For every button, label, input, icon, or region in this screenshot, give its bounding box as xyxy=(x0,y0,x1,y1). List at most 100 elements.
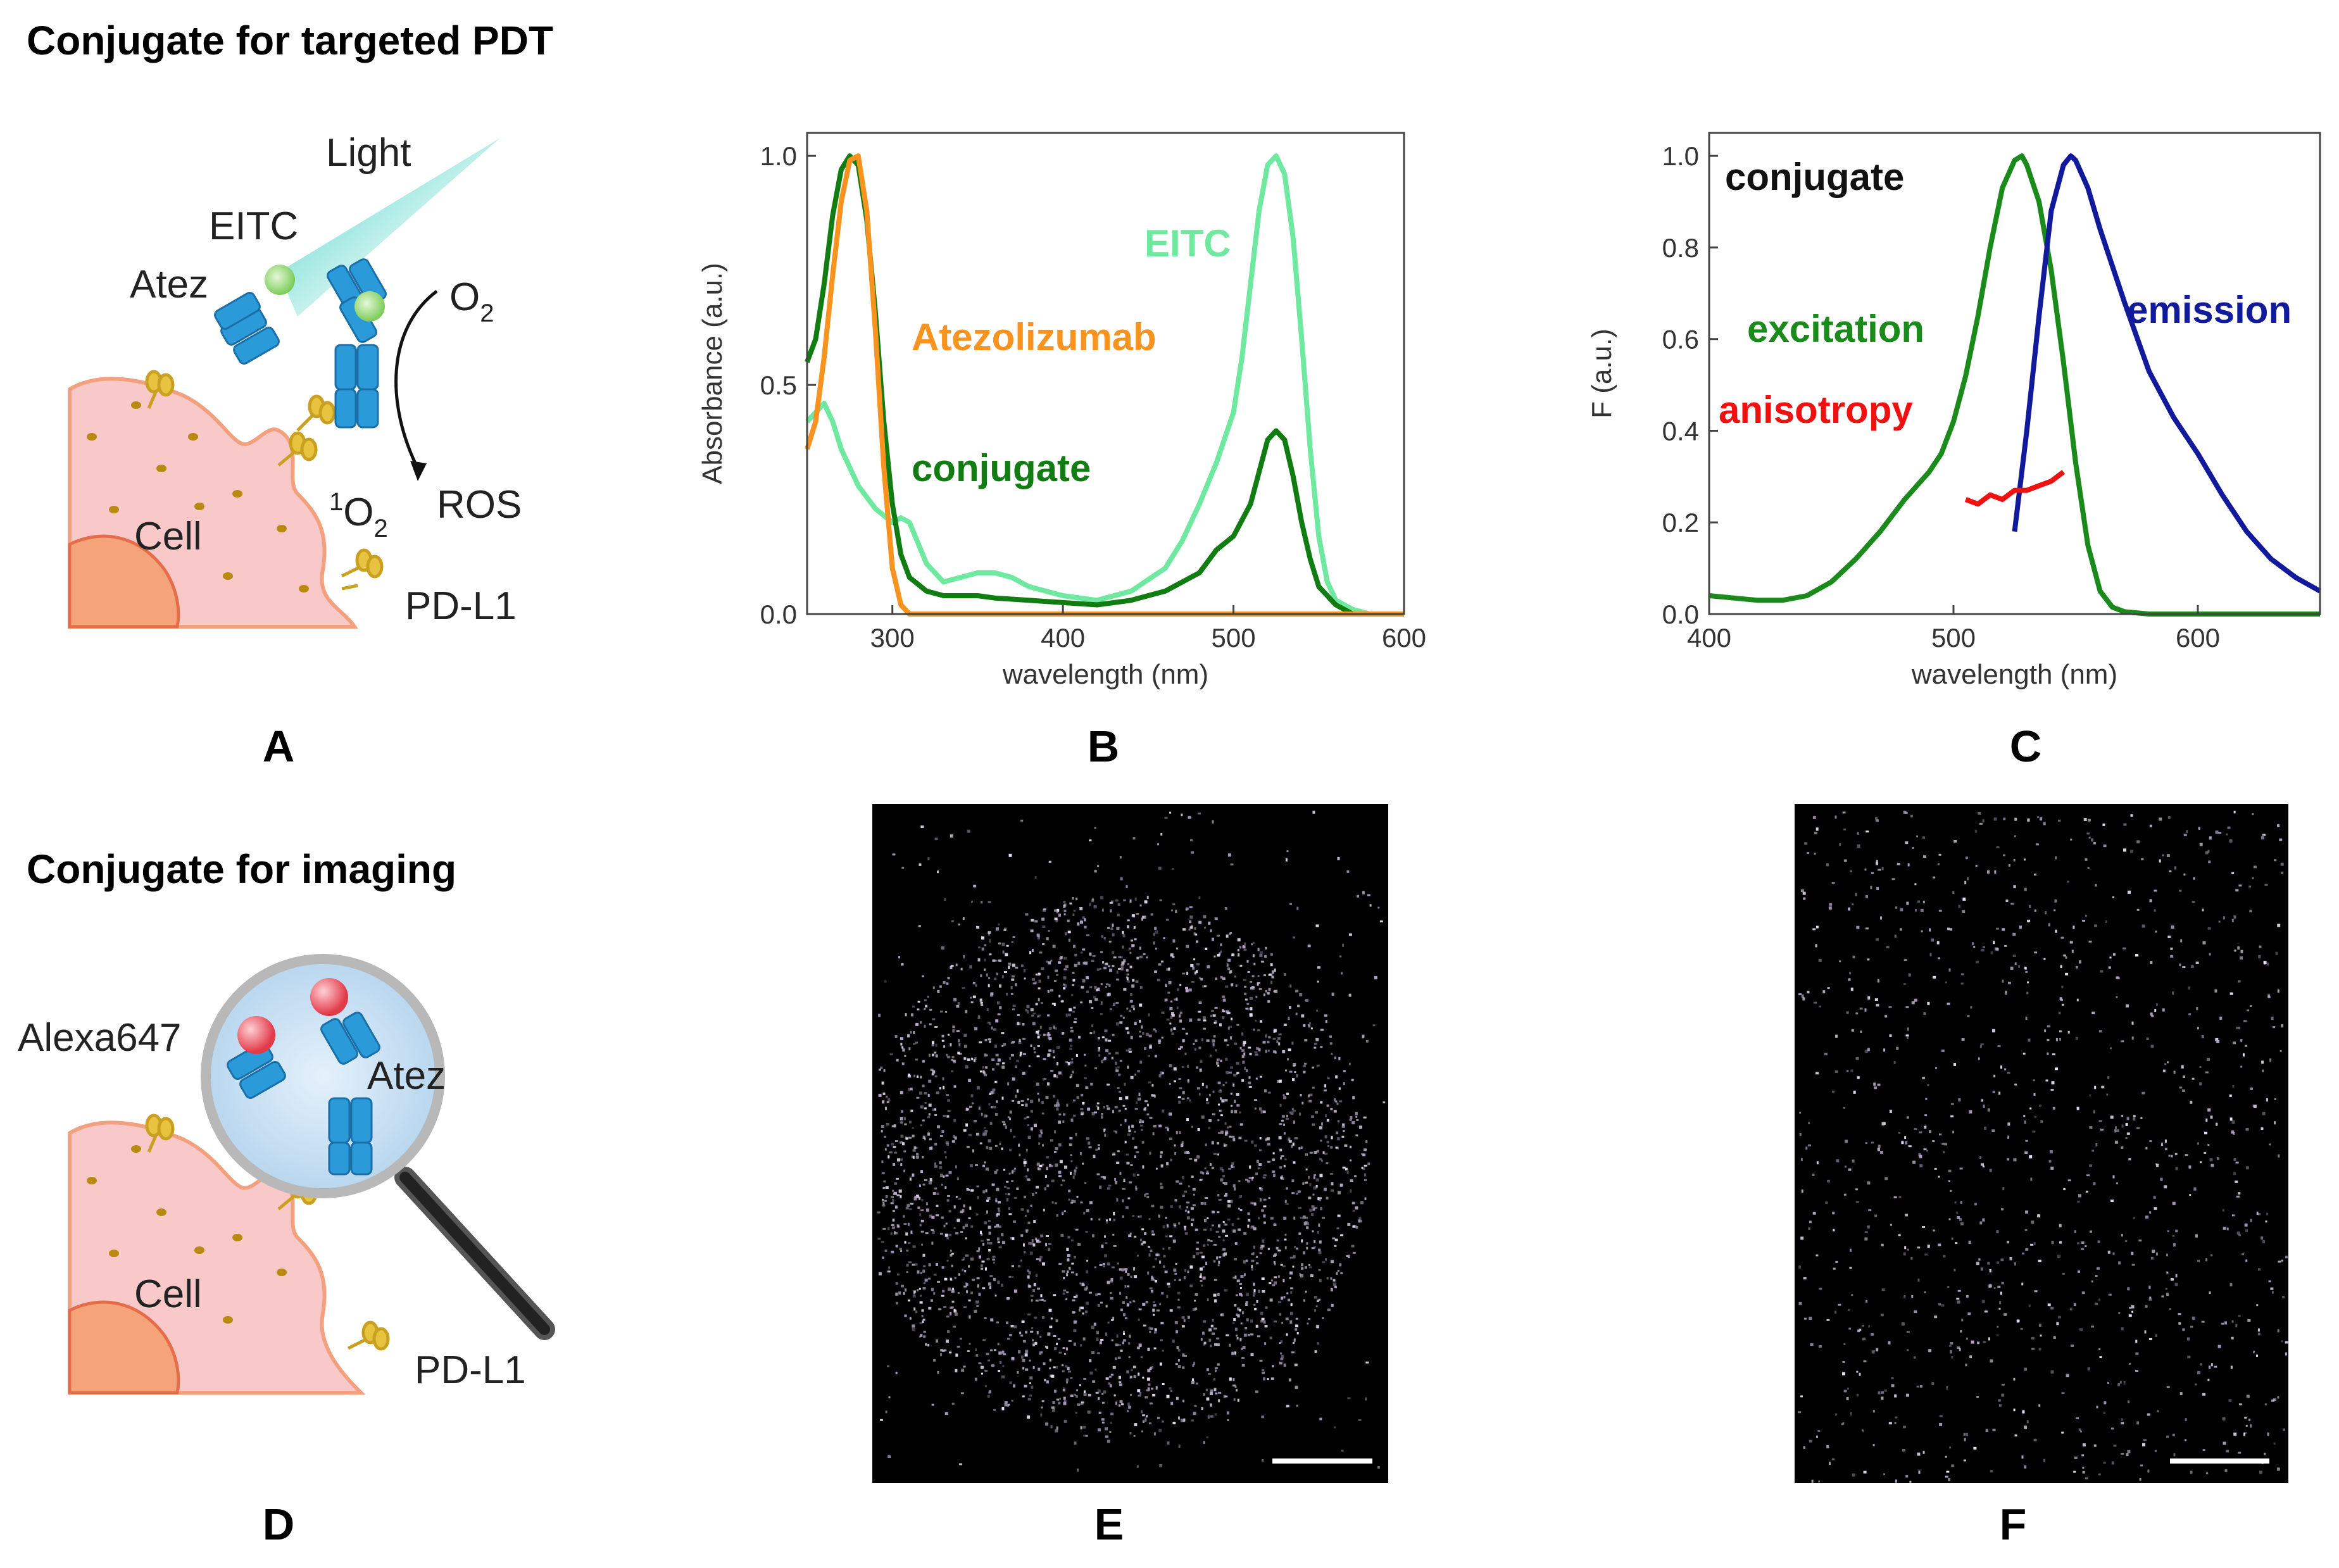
localization-point xyxy=(980,1001,983,1004)
y-axis-label: Absorbance (a.u.) xyxy=(697,263,728,484)
localization-point xyxy=(1177,1298,1180,1301)
localization-point xyxy=(2275,951,2278,955)
localization-point xyxy=(1950,928,1953,931)
localization-point xyxy=(1922,1076,1926,1079)
localization-point xyxy=(1936,941,1940,944)
localization-point xyxy=(1316,1150,1319,1153)
localization-point xyxy=(1060,1233,1064,1237)
localization-point xyxy=(1054,1389,1057,1393)
localization-point xyxy=(1975,865,1978,867)
localization-point xyxy=(1274,1262,1276,1265)
localization-point xyxy=(2216,1040,2220,1043)
localization-point xyxy=(1346,1171,1349,1174)
localization-point xyxy=(2147,1469,2150,1473)
localization-point xyxy=(1364,1197,1367,1200)
localization-point xyxy=(1280,1176,1282,1179)
localization-point xyxy=(2215,1038,2219,1041)
localization-point xyxy=(1295,1193,1298,1195)
localization-point xyxy=(1273,1029,1276,1033)
localization-point xyxy=(1898,1196,1902,1198)
localization-point xyxy=(1286,1333,1288,1336)
localization-point xyxy=(1151,1230,1154,1233)
x-tick-label: 600 xyxy=(2176,623,2220,653)
localization-point xyxy=(924,1101,927,1104)
localization-point xyxy=(1895,1416,1898,1419)
localization-point xyxy=(1265,1050,1267,1053)
localization-point xyxy=(1973,1446,1977,1450)
localization-point xyxy=(2070,838,2072,841)
localization-point xyxy=(1881,1288,1885,1291)
localization-point xyxy=(1122,1341,1124,1345)
localization-point xyxy=(1358,1219,1360,1223)
localization-point xyxy=(1080,1001,1083,1004)
localization-point xyxy=(1927,1084,1929,1086)
localization-point xyxy=(971,900,974,903)
localization-point xyxy=(951,1300,955,1303)
localization-point xyxy=(1194,971,1196,975)
localization-point xyxy=(1041,1112,1044,1115)
localization-point xyxy=(1105,1333,1107,1336)
localization-point xyxy=(1116,1334,1119,1338)
localization-point xyxy=(995,1198,998,1201)
localization-point xyxy=(1090,1217,1093,1220)
localization-point xyxy=(984,1039,988,1042)
localization-point xyxy=(2002,928,2005,931)
localization-point xyxy=(1213,1153,1217,1155)
localization-point xyxy=(1113,1152,1115,1155)
localization-point xyxy=(1815,1072,1819,1075)
localization-point xyxy=(1994,870,1997,874)
localization-point xyxy=(945,1010,948,1013)
localization-point xyxy=(1024,1353,1028,1357)
localization-point xyxy=(1117,1357,1121,1359)
localization-point xyxy=(1119,1400,1123,1403)
localization-point xyxy=(1883,1048,1886,1052)
localization-point xyxy=(1899,928,1902,931)
localization-point xyxy=(2149,824,2152,827)
localization-point xyxy=(1970,1006,1972,1009)
localization-point xyxy=(2002,979,2004,983)
localization-point xyxy=(1334,1245,1337,1247)
localization-point xyxy=(1134,1423,1138,1427)
localization-point xyxy=(1310,1274,1314,1277)
localization-point xyxy=(2279,838,2283,841)
localization-point xyxy=(1829,1462,1831,1465)
localization-point xyxy=(2004,945,2007,947)
localization-point xyxy=(1176,1396,1179,1400)
localization-point xyxy=(2072,925,2075,929)
localization-point xyxy=(912,1328,915,1331)
localization-point xyxy=(1294,1364,1298,1367)
localization-point xyxy=(1255,1019,1257,1022)
localization-point xyxy=(1330,1146,1333,1149)
localization-point xyxy=(1211,1141,1214,1145)
localization-point xyxy=(2031,1348,2035,1350)
localization-point xyxy=(932,1230,935,1234)
localization-point xyxy=(968,1217,971,1220)
localization-point xyxy=(991,1105,993,1108)
localization-point xyxy=(1027,1124,1029,1126)
localization-point xyxy=(1163,1255,1166,1258)
localization-point xyxy=(1864,1050,1868,1053)
localization-point xyxy=(1202,1016,1206,1020)
localization-point xyxy=(1234,1110,1238,1113)
localization-point xyxy=(965,1254,969,1257)
localization-point xyxy=(1080,1426,1082,1430)
localization-point xyxy=(1056,1214,1058,1217)
localization-point xyxy=(2192,1077,2195,1080)
localization-point xyxy=(963,1057,967,1060)
localization-point xyxy=(955,1232,959,1235)
localization-point xyxy=(1120,963,1124,967)
localization-point xyxy=(1239,1293,1242,1296)
localization-point xyxy=(1189,1284,1193,1288)
localization-point xyxy=(990,992,994,996)
localization-point xyxy=(1881,867,1884,870)
localization-point xyxy=(994,977,997,981)
localization-point xyxy=(884,981,887,982)
localization-point xyxy=(2150,961,2153,964)
localization-point xyxy=(1134,1236,1137,1238)
localization-point xyxy=(1144,1417,1147,1420)
localization-point xyxy=(2162,1008,2165,1012)
localization-point xyxy=(984,1132,987,1136)
localization-point xyxy=(922,1319,925,1321)
localization-point xyxy=(1802,997,1805,1001)
localization-point xyxy=(1950,1115,1954,1118)
